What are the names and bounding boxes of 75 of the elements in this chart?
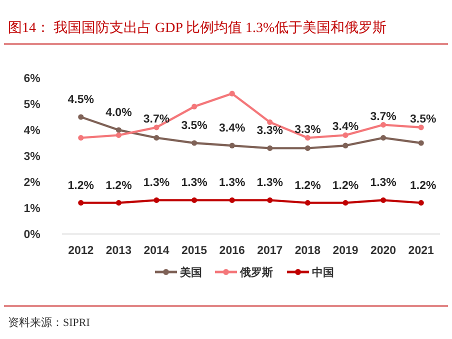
point (380, 135, 386, 141)
y-tick-label: 0% (24, 229, 40, 241)
point (380, 122, 386, 128)
data-label: 1.2% (410, 180, 436, 192)
data-label: 1.3% (370, 177, 396, 190)
data-label: 1.3% (256, 177, 284, 190)
point (229, 142, 235, 148)
point (304, 135, 310, 141)
legend-label: 中国 (312, 266, 334, 279)
point (418, 124, 424, 130)
y-tick-label: 6% (24, 73, 40, 85)
point (380, 197, 386, 203)
x-tick-label: 2017 (257, 245, 283, 257)
x-tick-label: 2020 (370, 245, 396, 257)
x-tick-label: 2018 (294, 245, 322, 257)
point (267, 145, 273, 151)
legend-label: 俄罗斯 (239, 266, 273, 279)
data-label: 4.0% (106, 107, 132, 119)
y-tick-label: 4% (24, 125, 40, 137)
point (267, 119, 273, 125)
point (304, 200, 310, 206)
point (342, 132, 348, 138)
data-label: 3.3% (256, 125, 284, 138)
data-label: 3.3% (294, 124, 321, 136)
point (154, 124, 160, 130)
legend-label: 美国 (179, 266, 202, 279)
point (418, 200, 424, 206)
data-label: 1.3% (181, 177, 208, 190)
data-label: 3.5% (181, 120, 208, 132)
point (229, 197, 235, 203)
data-label: 4.5% (68, 94, 94, 106)
point (342, 142, 348, 148)
point (304, 145, 310, 151)
point (418, 140, 424, 146)
data-label: 3.4% (218, 122, 246, 135)
point (78, 114, 84, 120)
x-tick-label: 2013 (106, 245, 132, 257)
y-tick-label: 1% (24, 203, 40, 215)
data-label: 1.3% (143, 177, 170, 190)
data-label: 3.7% (370, 110, 396, 123)
point (192, 197, 198, 203)
point (116, 127, 122, 133)
x-tick-label: 2016 (219, 245, 245, 257)
point (116, 132, 122, 138)
data-label: 3.5% (410, 113, 436, 126)
data-label: 1.2% (106, 180, 132, 192)
y-tick-label: 3% (24, 151, 40, 163)
x-tick-label: 2012 (68, 245, 94, 257)
point (154, 135, 160, 141)
x-tick-label: 2021 (408, 245, 434, 257)
point (192, 140, 198, 146)
point (78, 135, 84, 141)
data-label: 1.3% (218, 177, 246, 190)
point (154, 197, 160, 203)
legend-item: 中国 (287, 267, 334, 279)
y-tick-label: 5% (24, 99, 40, 111)
point (116, 200, 122, 206)
legend-item: 俄罗斯 (215, 267, 273, 279)
data-label: 3.7% (143, 113, 170, 126)
point (192, 104, 198, 110)
legend-item: 美国 (155, 267, 202, 279)
title: 图14： 我国国防支出占 GDP 比例均值 1.3%低于美国和俄罗斯 (8, 21, 387, 36)
data-label: 1.2% (332, 180, 359, 192)
y-tick-label: 2% (24, 177, 40, 189)
data-label: 3.4% (332, 121, 359, 134)
text: 资料来源：SIPRI (8, 316, 90, 329)
data-label: 1.2% (68, 180, 94, 192)
x-tick-label: 2014 (144, 245, 170, 257)
x-tick-label: 2019 (332, 245, 358, 257)
data-label: 1.2% (294, 180, 321, 192)
point (229, 90, 235, 96)
point (267, 197, 273, 203)
point (342, 200, 348, 206)
x-tick-label: 2015 (182, 245, 208, 257)
point (78, 200, 84, 206)
